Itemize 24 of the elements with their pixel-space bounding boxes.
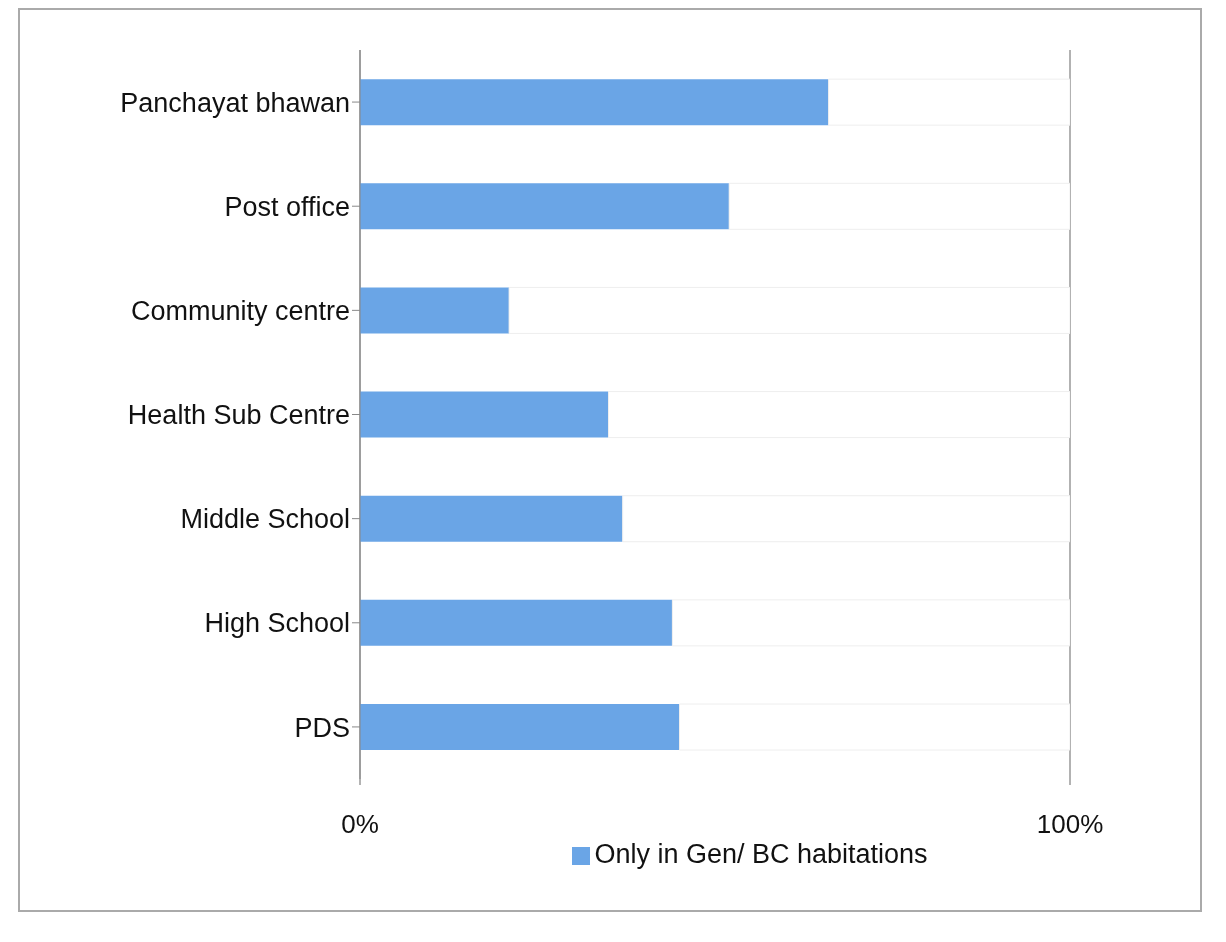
y-tick-label: Post office xyxy=(224,191,350,222)
bar xyxy=(360,391,609,438)
bar xyxy=(360,79,829,126)
bar xyxy=(679,703,1070,751)
bar xyxy=(360,183,730,230)
y-tick-label: High School xyxy=(204,608,350,639)
y-tick-label: Health Sub Centre xyxy=(127,400,350,431)
bar xyxy=(360,495,623,542)
y-tick-label: Middle School xyxy=(180,504,350,535)
y-tick-label: Community centre xyxy=(130,295,350,326)
y-tick-label: Panchayat bhawan xyxy=(120,87,350,118)
bar xyxy=(608,391,1070,439)
bar xyxy=(671,599,1070,647)
bar xyxy=(828,78,1070,126)
bar xyxy=(360,704,680,751)
bar xyxy=(508,286,1070,334)
bar xyxy=(622,495,1070,543)
y-tick-label: PDS xyxy=(294,712,350,743)
bar xyxy=(360,599,673,646)
x-tick-label: 100% xyxy=(1036,809,1104,840)
bar xyxy=(360,287,510,334)
bar xyxy=(728,182,1070,230)
x-tick-label: 0% xyxy=(341,809,379,840)
legend-label: Only in Gen/ BC habitations xyxy=(594,839,928,869)
